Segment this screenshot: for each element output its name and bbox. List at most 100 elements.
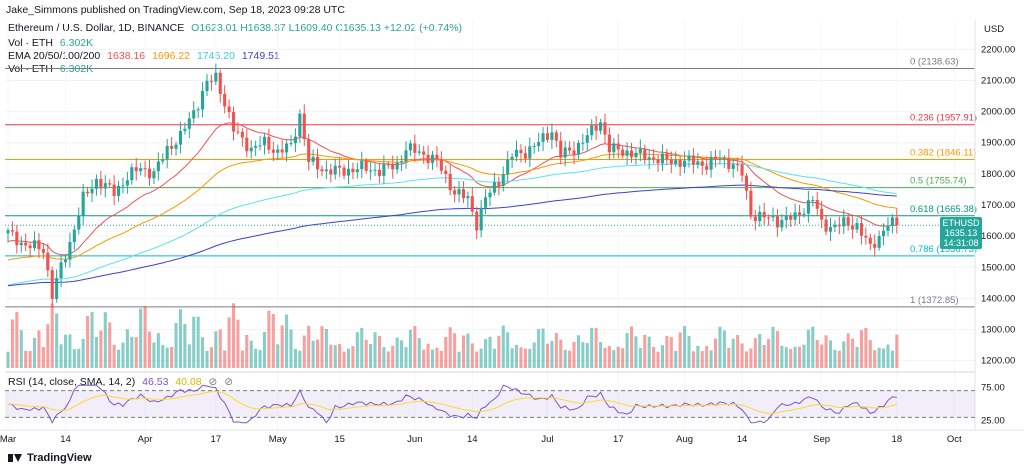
candle-body (121, 185, 125, 187)
volume-bar (32, 337, 37, 368)
volume-bar (355, 332, 359, 368)
tradingview-logo[interactable]: TradingView (8, 452, 92, 464)
candle-body (678, 159, 682, 167)
candle-body (775, 216, 779, 228)
volume-bar (130, 336, 134, 368)
price-tick-label: 1500.00 (981, 262, 1015, 273)
volume-bar (731, 338, 735, 368)
volume2-label[interactable]: Vol · ETH (8, 63, 53, 75)
candle-body (430, 154, 435, 163)
volume-bar (55, 313, 59, 368)
fib-level-label: 0.236 (1957.91) (910, 113, 977, 124)
volume-bar (205, 350, 209, 368)
volume-bar (780, 345, 784, 368)
volume-label[interactable]: Vol · ETH (8, 37, 53, 49)
candle-body (170, 145, 174, 149)
volume-bar (811, 326, 815, 368)
volume-bar (86, 315, 90, 368)
ema-label[interactable]: EMA 20/50/100/200 (8, 50, 101, 62)
volume-bar (492, 348, 496, 368)
candle-body (497, 182, 501, 186)
time-tick-label: Jun (407, 434, 422, 445)
candle-body (594, 125, 598, 131)
volume2-value: 6.302K (59, 63, 94, 75)
volume-bar (360, 327, 364, 368)
time-axis[interactable]: Mar 14 Apr 17 May 15 Jun 14 Jul 17 Aug 14 Sep 18 Oct (0, 434, 962, 445)
volume-bar (262, 332, 267, 368)
candle-body (479, 207, 483, 231)
volume-bar (687, 336, 691, 368)
currency-label[interactable]: USD (984, 24, 1004, 35)
volume-bar (886, 344, 890, 368)
rsi-label[interactable]: RSI (14, close, SMA, 14, 2) (8, 376, 136, 388)
candle-body (289, 143, 293, 145)
volume-bar (691, 351, 695, 368)
price-axis[interactable]: 2200.00 2100.00 2000.00 1900.00 1800.00 1700.… (981, 44, 1015, 366)
volume-bar (523, 348, 527, 368)
candle-body (373, 169, 377, 171)
candle-body (669, 159, 673, 164)
candle-body (461, 189, 466, 199)
fib-level-label: 1 (1372.85) (910, 295, 959, 306)
candle-body (355, 169, 359, 173)
volume-bar (744, 351, 749, 368)
volume-bar (63, 334, 68, 368)
volume-bar (156, 333, 160, 368)
fib-retracement[interactable]: 0 (2138.63) 0.236 (1957.91) 0.382 (1846.11… (5, 56, 977, 308)
volume-bar (846, 333, 850, 368)
volume-bar (298, 350, 302, 368)
volume-bar (501, 325, 505, 368)
volume-bar (192, 316, 196, 368)
volume-bar (134, 337, 138, 368)
candle-body (519, 149, 523, 154)
volume-bar (170, 346, 174, 368)
volume-bar (245, 334, 249, 368)
hide-icon-2[interactable]: ⊘ (224, 376, 234, 388)
volume-bar (307, 325, 311, 368)
volume-bar (72, 349, 76, 368)
candles (6, 63, 899, 308)
candle-body (63, 259, 68, 263)
candle-body (183, 128, 187, 131)
candle-body (68, 241, 72, 260)
candle-body (130, 167, 134, 181)
volume-bar (656, 351, 660, 368)
price-tag-countdown: 14:31:08 (943, 238, 979, 248)
candle-body (280, 149, 284, 153)
candle-body (691, 155, 695, 165)
volume-bar (532, 342, 536, 368)
volume-bar (364, 339, 368, 368)
candle-body (139, 168, 143, 172)
candle-body (665, 153, 669, 160)
candle-body (859, 223, 863, 236)
price-tick-label: 1900.00 (981, 138, 1015, 149)
candle-body (537, 141, 541, 147)
volume-bar (99, 330, 103, 368)
candle-body (444, 170, 448, 175)
symbol-title[interactable]: Ethereum / U.S. Dollar, 1D, BINANCE (8, 22, 185, 34)
volume-bar (408, 329, 412, 368)
volume-bar (404, 347, 408, 368)
candle-body (395, 162, 399, 170)
chart-grid (5, 20, 975, 430)
candle-body (369, 170, 373, 172)
hide-icon[interactable]: ⊘ (208, 376, 218, 388)
volume-bar (674, 350, 678, 368)
volume-bar (864, 327, 868, 368)
candle-body (780, 220, 784, 228)
candle-body (77, 215, 81, 230)
candle-body (643, 148, 647, 160)
ema-lines (7, 122, 897, 287)
volume-bar (178, 309, 183, 368)
volume-bar (722, 330, 726, 368)
candle-body (713, 156, 718, 160)
volume-bar (430, 349, 435, 368)
price-tick-label: 2000.00 (981, 107, 1015, 118)
candle-body (585, 135, 589, 143)
time-tick-label: Mar (0, 434, 16, 445)
volume-bar (842, 341, 846, 368)
candle-body (842, 217, 846, 227)
rsi-lines (7, 384, 897, 424)
candle-body (236, 131, 240, 133)
